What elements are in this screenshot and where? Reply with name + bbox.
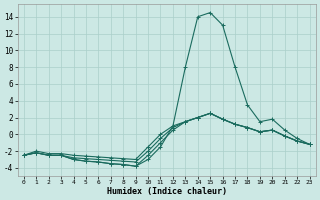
X-axis label: Humidex (Indice chaleur): Humidex (Indice chaleur) — [107, 187, 227, 196]
